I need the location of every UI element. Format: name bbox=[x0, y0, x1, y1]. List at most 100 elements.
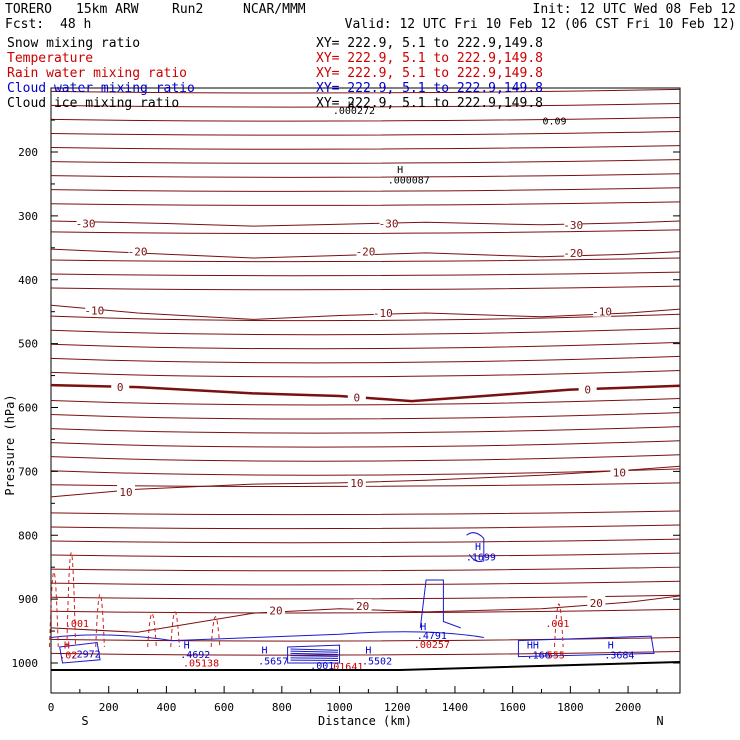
isotherm-label: 0 bbox=[117, 381, 124, 394]
isotherm-label: -30 bbox=[76, 218, 96, 231]
isotherm-line bbox=[50, 510, 681, 516]
y-axis-label: Pressure (hPa) bbox=[3, 394, 17, 495]
rain-water-contour bbox=[66, 552, 77, 648]
y-tick-label: 300 bbox=[18, 210, 38, 223]
header-org: NCAR/MMM bbox=[243, 2, 306, 17]
isotherm-line bbox=[50, 594, 681, 600]
south-label: S bbox=[81, 714, 88, 728]
contour-annotation: H bbox=[64, 640, 70, 651]
header-fcst-value: 48 h bbox=[60, 17, 92, 32]
isotherm-label: -10 bbox=[84, 304, 104, 317]
x-tick-label: 1000 bbox=[326, 701, 353, 714]
cloud-water-contour bbox=[287, 644, 341, 664]
contour-annotation: H bbox=[365, 646, 371, 657]
y-tick-label: 700 bbox=[18, 465, 38, 478]
isotherm-line bbox=[50, 187, 681, 192]
contour-annotation: .001 bbox=[65, 619, 89, 630]
isotherm-line bbox=[50, 257, 681, 263]
legend-snow-xy: XY= 222.9, 5.1 to 222.9,149.8 bbox=[316, 36, 543, 51]
isotherm-line bbox=[50, 369, 681, 378]
isotherm-label: -30 bbox=[379, 218, 399, 231]
isotherm-label-bg bbox=[610, 465, 629, 478]
rain-water-contour bbox=[170, 611, 180, 648]
contour-annotation: H bbox=[608, 640, 614, 651]
isotherm-label-bg bbox=[117, 484, 136, 497]
contour-annotation: .4692 bbox=[180, 650, 210, 661]
isotherm-line bbox=[50, 552, 681, 558]
isotherm-label-bg bbox=[587, 595, 606, 608]
contour-annotation: H bbox=[184, 640, 190, 651]
isotherm-label: 0 bbox=[354, 391, 361, 404]
contour-annotation: 555 bbox=[547, 651, 565, 662]
isotherm--30 bbox=[50, 220, 681, 227]
ground-line bbox=[51, 661, 681, 671]
x-tick-label: 1600 bbox=[499, 701, 526, 714]
contour-annotation: .5502 bbox=[362, 656, 392, 667]
y-tick-label: 600 bbox=[18, 402, 38, 415]
legend-cloudice-name: Cloud ice mixing ratio bbox=[7, 96, 180, 111]
isotherm-line bbox=[50, 398, 681, 406]
contour-annotation: 0.09 bbox=[542, 117, 566, 128]
isotherm-label-bg bbox=[593, 304, 612, 317]
legend-cloudice-xy: XY= 222.9, 5.1 to 222.9,149.8 bbox=[316, 96, 543, 111]
north-label: N bbox=[656, 714, 663, 728]
x-tick-label: 200 bbox=[99, 701, 119, 714]
isotherm-line bbox=[50, 341, 681, 350]
cloud-water-contour-band bbox=[290, 648, 339, 651]
x-tick-label: 600 bbox=[214, 701, 234, 714]
contour-annotation: H bbox=[397, 165, 403, 176]
isotherm-line bbox=[50, 566, 681, 572]
rain-water-contour bbox=[210, 616, 221, 648]
x-tick-label: 400 bbox=[156, 701, 176, 714]
rain-water-contour bbox=[147, 612, 157, 648]
isotherm-line bbox=[50, 608, 681, 614]
isotherm-line bbox=[50, 117, 681, 122]
plot-frame bbox=[50, 87, 681, 694]
legend-cloudwater-xy: XY= 222.9, 5.1 to 222.9,149.8 bbox=[316, 81, 543, 96]
isotherm-label: 10 bbox=[119, 486, 132, 499]
isotherm-line bbox=[50, 88, 681, 94]
contour-annotation: .001 bbox=[545, 619, 569, 630]
contour-annotation: .166 bbox=[527, 651, 551, 662]
isotherm-label: -20 bbox=[563, 247, 583, 260]
cloud-water-contour-band bbox=[290, 657, 339, 659]
isotherm-line bbox=[50, 327, 681, 336]
header-valid: Valid: 12 UTC Fri 10 Feb 12 (06 CST Fri … bbox=[344, 17, 736, 32]
rain-water-contour bbox=[553, 603, 564, 648]
contour-annotation: .05138 bbox=[183, 658, 219, 669]
isotherm-label-bg bbox=[85, 303, 104, 316]
isotherm-line bbox=[50, 159, 681, 164]
header-resolution: 15km ARW bbox=[76, 2, 139, 17]
isotherm-label: 20 bbox=[590, 597, 603, 610]
contour-annotation: .001 bbox=[310, 661, 334, 672]
isotherm-line bbox=[50, 468, 681, 476]
isotherm-label: 20 bbox=[356, 600, 369, 613]
header-fcst-label: Fcst: bbox=[5, 17, 45, 32]
cloud-water-contour bbox=[466, 532, 485, 563]
isotherm-label: -10 bbox=[373, 307, 393, 320]
x-tick-label: 1200 bbox=[384, 701, 411, 714]
y-tick-label: 200 bbox=[18, 146, 38, 159]
isotherm-label-bg bbox=[111, 380, 130, 393]
isotherm-label: 0 bbox=[584, 384, 591, 397]
x-axis-label: Distance (km) bbox=[318, 714, 412, 728]
isotherm-label: -10 bbox=[592, 306, 612, 319]
isotherm-label-bg bbox=[564, 245, 583, 258]
isotherm-line bbox=[50, 412, 681, 420]
cloud-water-contour-band bbox=[290, 652, 339, 655]
isotherm-line bbox=[50, 145, 681, 150]
axis-ticks: 0 200 400 600 800 1000 1200 1400 1600 1800 2000200… bbox=[12, 119, 680, 714]
temperature-isotherms: -30 -30 -30 -20 -20 -20 -10 -10 -10 0 0 0 10 10 10 20 20… bbox=[50, 88, 681, 656]
isotherm-line bbox=[50, 538, 681, 544]
isotherm-line bbox=[50, 201, 681, 206]
isotherm-line bbox=[50, 229, 681, 235]
header-run: Run2 bbox=[172, 2, 204, 17]
rain-water-contour bbox=[95, 593, 105, 648]
isotherm-label-bg bbox=[353, 599, 372, 612]
legend-rain-xy: XY= 222.9, 5.1 to 222.9,149.8 bbox=[316, 66, 543, 81]
contour-annotation: H bbox=[475, 542, 481, 553]
contour-annotation: .1699 bbox=[466, 552, 496, 563]
x-tick-label: 1800 bbox=[557, 701, 584, 714]
contour-annotation: .3684 bbox=[604, 651, 634, 662]
